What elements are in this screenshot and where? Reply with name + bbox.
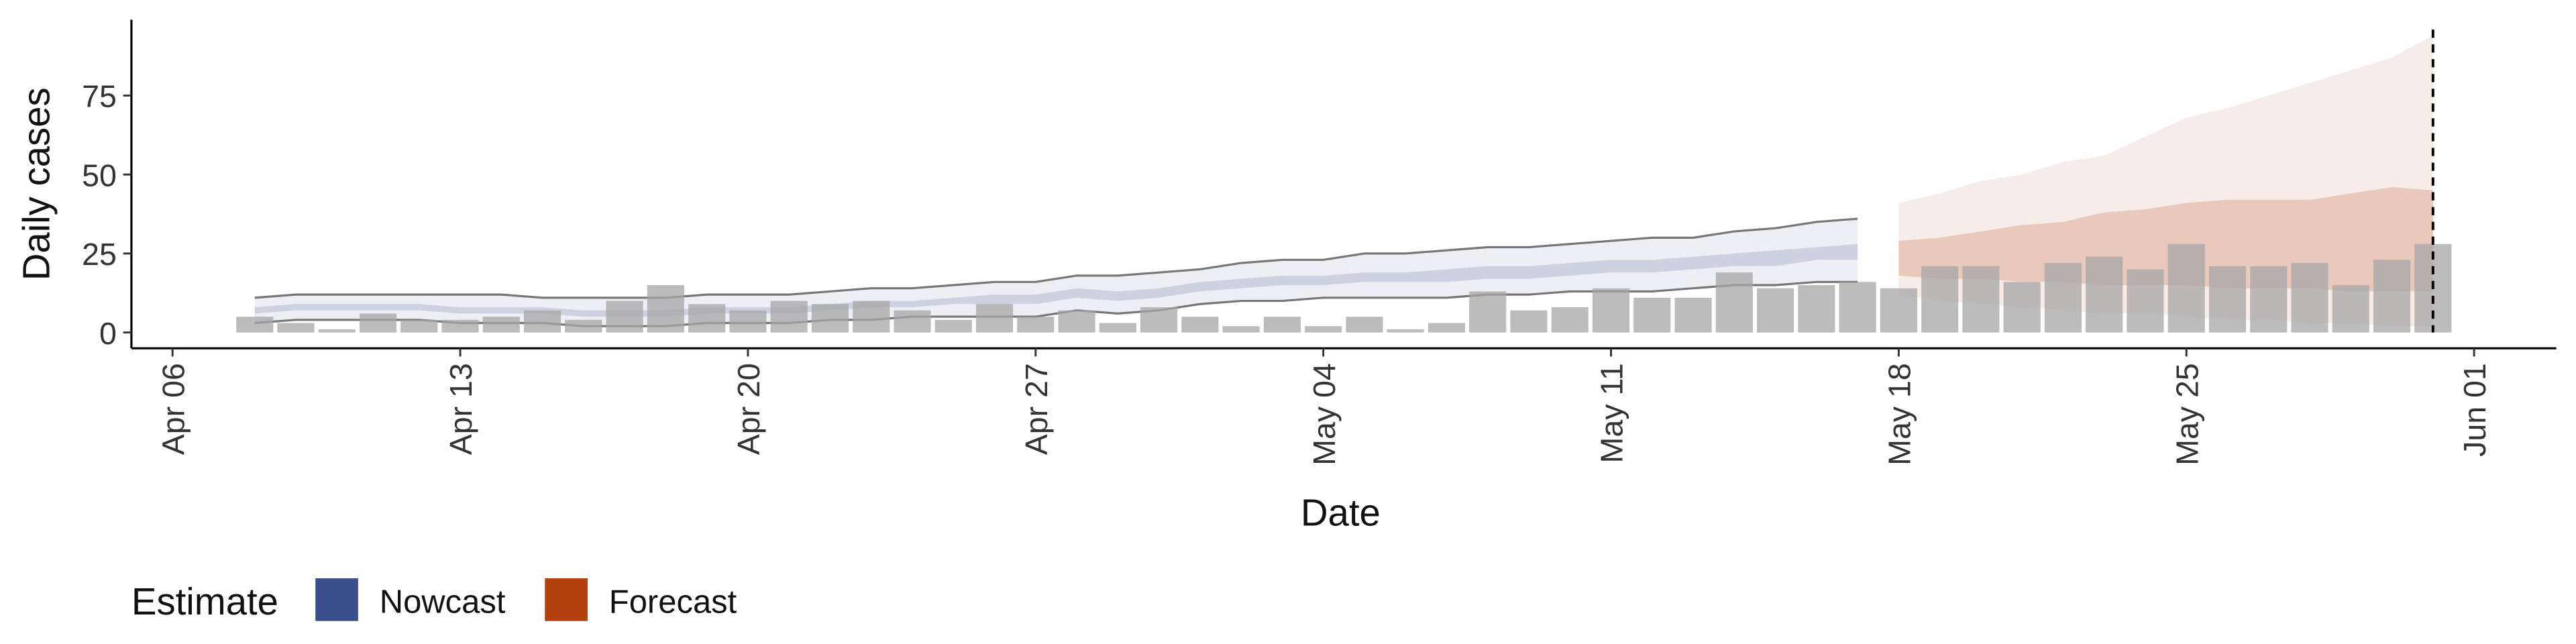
x-tick-label: Apr 13 bbox=[443, 363, 478, 455]
bar bbox=[975, 304, 1014, 333]
bar bbox=[647, 284, 684, 333]
bar bbox=[1263, 317, 1301, 333]
x-tick-label: Apr 27 bbox=[1019, 363, 1054, 455]
bar bbox=[1346, 317, 1383, 333]
bar bbox=[359, 313, 397, 333]
bar bbox=[1798, 284, 1835, 333]
legend-label: Forecast bbox=[609, 584, 737, 620]
bar bbox=[606, 301, 643, 333]
bar bbox=[1387, 329, 1424, 333]
bar bbox=[400, 319, 438, 333]
bar bbox=[2127, 269, 2164, 333]
x-tick-label: Apr 06 bbox=[156, 363, 191, 455]
bar bbox=[1551, 307, 1589, 333]
bar bbox=[1756, 288, 1794, 333]
bar bbox=[2003, 282, 2041, 333]
bar bbox=[1839, 282, 1876, 333]
bar bbox=[2208, 266, 2247, 333]
bar bbox=[729, 310, 767, 333]
bar bbox=[1715, 272, 1753, 333]
bar bbox=[934, 319, 972, 333]
bar bbox=[1921, 266, 1959, 333]
legend-swatch bbox=[545, 578, 588, 621]
bar bbox=[770, 301, 808, 333]
ribbon-90 bbox=[1898, 35, 2433, 327]
bar bbox=[1140, 307, 1178, 333]
bar bbox=[2373, 260, 2411, 333]
bar bbox=[811, 304, 849, 333]
y-tick-label: 50 bbox=[82, 158, 117, 193]
y-axis-title: Daily cases bbox=[15, 87, 57, 280]
legend-swatch bbox=[315, 578, 358, 621]
x-tick-label: May 04 bbox=[1307, 363, 1342, 466]
ribbon-50 bbox=[254, 244, 1858, 317]
bar bbox=[2044, 263, 2082, 333]
bar bbox=[2332, 284, 2369, 333]
x-tick-label: May 18 bbox=[1882, 363, 1917, 466]
bar bbox=[2167, 244, 2205, 333]
bar bbox=[2291, 263, 2328, 333]
bar bbox=[2250, 266, 2288, 333]
x-tick-label: May 11 bbox=[1595, 363, 1629, 463]
y-tick-label: 0 bbox=[99, 316, 117, 351]
bar bbox=[1633, 297, 1671, 333]
legend-title: Estimate bbox=[131, 580, 278, 623]
bar bbox=[1592, 288, 1630, 333]
legend-label: Nowcast bbox=[380, 584, 506, 620]
y-tick-label: 75 bbox=[82, 79, 117, 114]
bar bbox=[2086, 256, 2123, 333]
y-tick-label: 25 bbox=[82, 237, 117, 272]
bar bbox=[524, 310, 561, 333]
bar bbox=[1058, 310, 1095, 333]
bar bbox=[1962, 266, 2000, 333]
bar bbox=[1510, 310, 1548, 333]
bar bbox=[277, 323, 315, 333]
bar bbox=[565, 319, 602, 333]
bar bbox=[1099, 323, 1136, 333]
x-tick-label: Apr 20 bbox=[731, 363, 766, 455]
bar bbox=[688, 304, 726, 333]
x-tick-label: Jun 01 bbox=[2457, 363, 2492, 457]
bar bbox=[482, 317, 520, 333]
bound-line bbox=[254, 280, 1858, 327]
bar bbox=[1181, 317, 1219, 333]
bar bbox=[1017, 317, 1055, 333]
x-tick-label: May 25 bbox=[2169, 363, 2204, 466]
bar bbox=[1305, 326, 1342, 333]
bound-line bbox=[254, 217, 1858, 299]
x-axis-title: Date bbox=[1301, 492, 1381, 534]
bar bbox=[1880, 288, 1917, 333]
bar bbox=[318, 329, 356, 333]
bar bbox=[1428, 323, 1465, 333]
bar bbox=[1469, 291, 1507, 333]
bar bbox=[1674, 297, 1712, 333]
bar bbox=[894, 310, 931, 333]
bar bbox=[236, 317, 274, 333]
bar bbox=[853, 301, 890, 333]
bar bbox=[1222, 326, 1260, 333]
bar bbox=[441, 319, 479, 333]
